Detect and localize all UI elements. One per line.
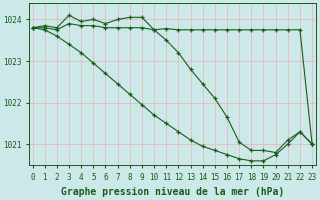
X-axis label: Graphe pression niveau de la mer (hPa): Graphe pression niveau de la mer (hPa) bbox=[61, 187, 284, 197]
